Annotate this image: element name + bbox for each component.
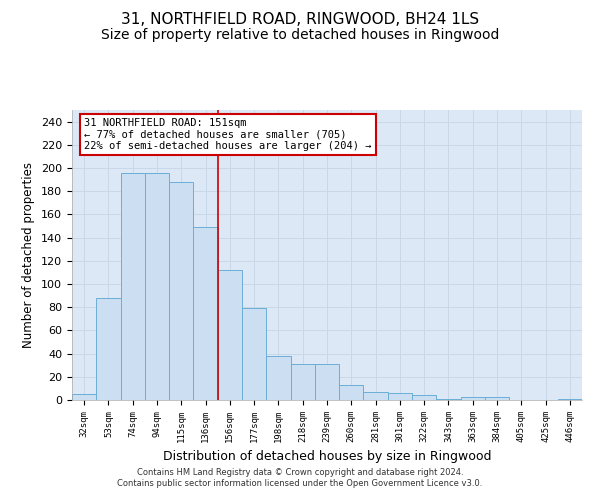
Y-axis label: Number of detached properties: Number of detached properties: [22, 162, 35, 348]
Bar: [436, 399, 461, 400]
Bar: [96, 298, 121, 400]
Bar: [485, 396, 509, 400]
Bar: [290, 364, 315, 400]
Text: Size of property relative to detached houses in Ringwood: Size of property relative to detached ho…: [101, 28, 499, 42]
Bar: [121, 172, 145, 400]
Bar: [315, 364, 339, 400]
Text: 31, NORTHFIELD ROAD, RINGWOOD, BH24 1LS: 31, NORTHFIELD ROAD, RINGWOOD, BH24 1LS: [121, 12, 479, 28]
Bar: [72, 394, 96, 400]
Bar: [242, 308, 266, 400]
Bar: [388, 393, 412, 400]
Bar: [145, 172, 169, 400]
Text: Contains HM Land Registry data © Crown copyright and database right 2024.
Contai: Contains HM Land Registry data © Crown c…: [118, 468, 482, 487]
Text: 31 NORTHFIELD ROAD: 151sqm
← 77% of detached houses are smaller (705)
22% of sem: 31 NORTHFIELD ROAD: 151sqm ← 77% of deta…: [84, 118, 371, 152]
Bar: [218, 270, 242, 400]
Bar: [266, 356, 290, 400]
Bar: [461, 396, 485, 400]
X-axis label: Distribution of detached houses by size in Ringwood: Distribution of detached houses by size …: [163, 450, 491, 464]
Bar: [169, 182, 193, 400]
Bar: [193, 227, 218, 400]
Bar: [412, 396, 436, 400]
Bar: [339, 385, 364, 400]
Bar: [364, 392, 388, 400]
Bar: [558, 399, 582, 400]
